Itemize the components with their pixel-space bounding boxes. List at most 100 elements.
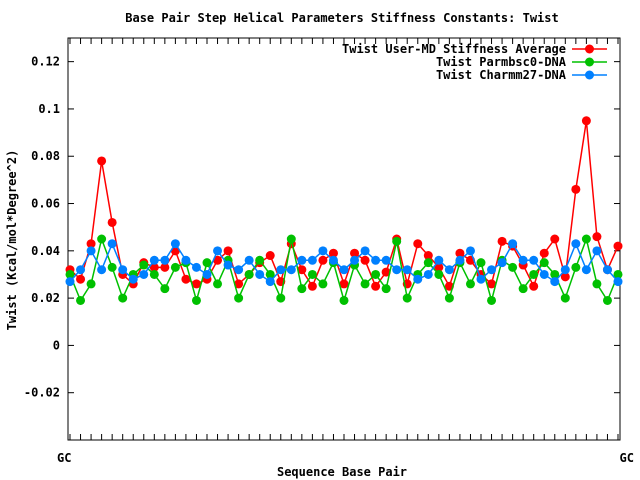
data-point xyxy=(581,234,591,244)
data-point xyxy=(465,279,475,289)
y-tick-label: 0.06 xyxy=(31,197,60,211)
y-tick-label: 0.02 xyxy=(31,291,60,305)
data-point xyxy=(602,295,612,305)
y-tick-label: 0.1 xyxy=(38,102,60,116)
data-point xyxy=(371,255,381,265)
data-point xyxy=(328,248,338,258)
data-point xyxy=(118,265,128,275)
data-point xyxy=(234,293,244,303)
data-point xyxy=(223,260,233,270)
x-tick-text-left: GC xyxy=(57,451,71,465)
data-point xyxy=(107,239,117,249)
data-point xyxy=(76,274,86,284)
data-point xyxy=(550,269,560,279)
data-point xyxy=(149,269,159,279)
data-point xyxy=(297,265,307,275)
series-3 xyxy=(65,239,623,287)
data-point xyxy=(107,262,117,272)
data-point xyxy=(371,269,381,279)
data-point xyxy=(339,295,349,305)
data-point xyxy=(550,277,560,287)
data-point xyxy=(276,293,286,303)
plot-border xyxy=(67,37,621,441)
data-point xyxy=(392,236,402,246)
data-point xyxy=(97,234,107,244)
data-point xyxy=(286,265,296,275)
plot-area xyxy=(67,37,621,441)
data-point xyxy=(560,265,570,275)
legend-marker-3 xyxy=(585,70,594,80)
data-point xyxy=(86,279,96,289)
data-point xyxy=(181,255,191,265)
data-point xyxy=(550,234,560,244)
data-point xyxy=(529,255,539,265)
data-point xyxy=(213,255,223,265)
data-point xyxy=(191,279,201,289)
data-point xyxy=(434,269,444,279)
data-point xyxy=(476,274,486,284)
data-point xyxy=(181,274,191,284)
data-point xyxy=(529,281,539,291)
x-axis-label: Sequence Base Pair xyxy=(277,465,407,479)
data-point xyxy=(318,279,328,289)
data-point xyxy=(518,255,528,265)
data-point xyxy=(423,251,433,261)
y-axis: -0.02 0 0.02 0.04 0.06 0.08 0.1 0.12 xyxy=(24,55,620,400)
data-point xyxy=(191,295,201,305)
data-point xyxy=(560,272,570,282)
data-point xyxy=(360,246,370,256)
series-layer xyxy=(65,116,623,305)
data-point xyxy=(328,255,338,265)
data-point xyxy=(149,255,159,265)
data-point xyxy=(339,265,349,275)
data-point xyxy=(213,279,223,289)
data-point xyxy=(276,265,286,275)
data-point xyxy=(434,262,444,272)
legend-marker-2 xyxy=(585,57,594,67)
data-point xyxy=(455,255,465,265)
data-point xyxy=(381,267,391,277)
data-point xyxy=(297,255,307,265)
data-point xyxy=(444,293,454,303)
data-point xyxy=(360,279,370,289)
y-tick-label: 0 xyxy=(53,338,60,352)
data-point xyxy=(455,248,465,258)
data-point xyxy=(307,255,317,265)
data-point xyxy=(107,217,117,227)
data-point xyxy=(487,279,497,289)
data-point xyxy=(413,274,423,284)
data-point xyxy=(234,279,244,289)
data-point xyxy=(613,269,623,279)
data-point xyxy=(76,295,86,305)
data-point xyxy=(297,284,307,294)
data-point xyxy=(423,269,433,279)
data-point xyxy=(128,274,138,284)
data-point xyxy=(350,255,360,265)
data-point xyxy=(602,265,612,275)
data-point xyxy=(265,251,275,261)
legend-marker-1 xyxy=(585,44,594,54)
data-point xyxy=(350,248,360,258)
data-point xyxy=(371,281,381,291)
data-point xyxy=(160,262,170,272)
data-point xyxy=(539,258,549,268)
y-axis-label: Twist (Kcal/mol*Degree^2) xyxy=(5,150,19,331)
data-point xyxy=(339,279,349,289)
data-point xyxy=(539,269,549,279)
data-point xyxy=(581,116,591,126)
y-tick-label: 0.12 xyxy=(31,55,60,69)
data-point xyxy=(423,258,433,268)
data-point xyxy=(86,246,96,256)
data-point xyxy=(560,293,570,303)
data-point xyxy=(613,277,623,287)
data-point xyxy=(465,246,475,256)
data-point xyxy=(139,269,149,279)
data-point xyxy=(286,234,296,244)
y-tick-label: 0.04 xyxy=(31,244,60,258)
data-point xyxy=(571,184,581,194)
data-point xyxy=(571,262,581,272)
data-point xyxy=(444,265,454,275)
y-tick-label: -0.02 xyxy=(24,386,60,400)
